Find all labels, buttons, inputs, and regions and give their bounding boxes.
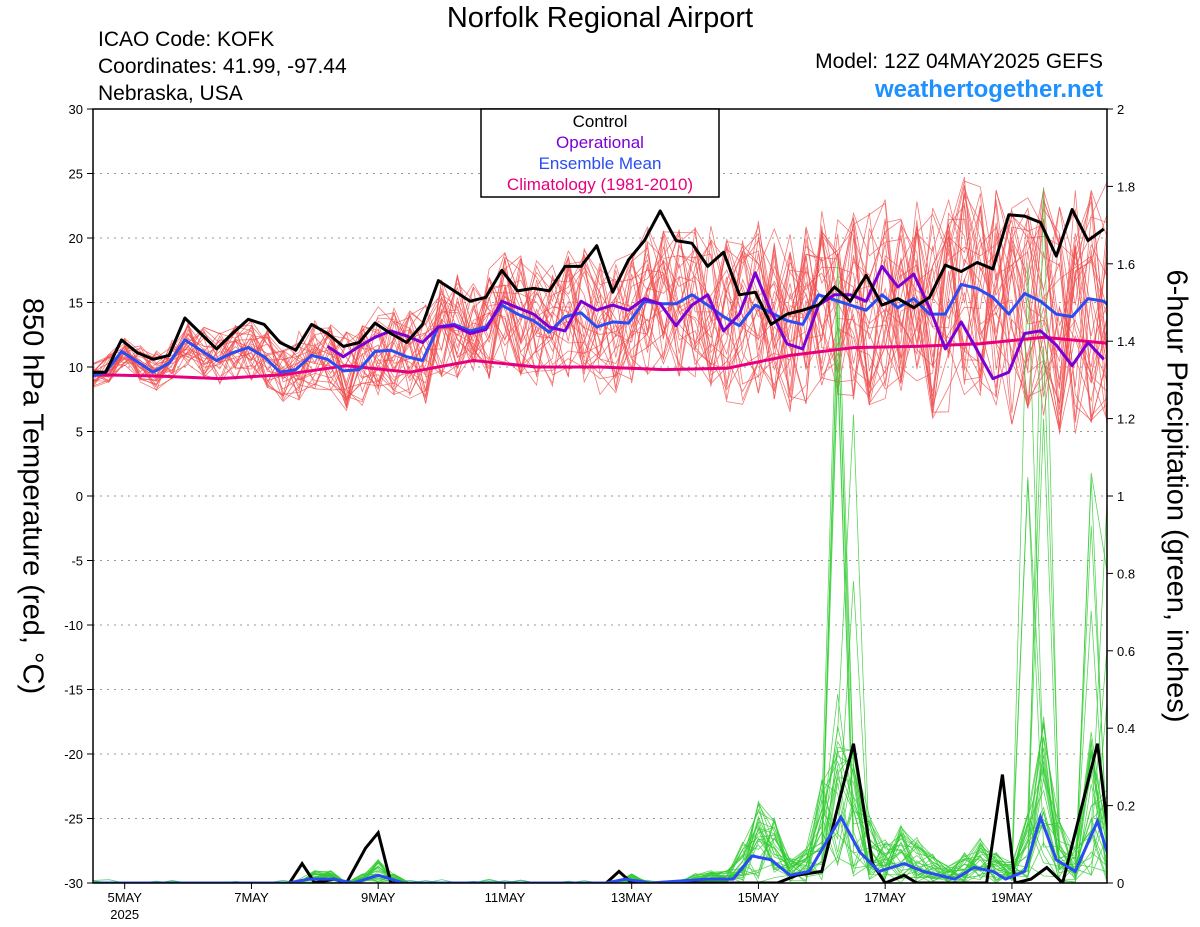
y-tick-label-left: -10: [64, 618, 83, 633]
precip-member-line: [93, 477, 1107, 883]
temperature-member-line: [93, 200, 1107, 425]
precip-member-line: [93, 359, 1107, 883]
y-tick-label-right: 2: [1117, 102, 1124, 117]
y-tick-label-right: 1: [1117, 489, 1124, 504]
y-tick-label-left: -15: [64, 683, 83, 698]
legend-entry: Climatology (1981-2010): [507, 175, 693, 194]
precip-member-line: [93, 317, 1107, 883]
x-tick-label: 19MAY: [991, 890, 1033, 905]
precip-member-line: [93, 525, 1107, 883]
y-tick-label-left: -5: [71, 554, 83, 569]
chart-title: Norfolk Regional Airport: [446, 2, 754, 34]
y-tick-label-left: 5: [76, 425, 83, 440]
precip-member-line: [93, 746, 1107, 883]
y-tick-label-left: -25: [64, 812, 83, 827]
y-tick-label-right: 0: [1117, 876, 1124, 891]
y-tick-label-right: 1.8: [1117, 179, 1135, 194]
x-tick-label: 5MAY: [107, 890, 142, 905]
temperature-member-line: [93, 202, 1107, 413]
y-tick-label-left: 20: [69, 231, 83, 246]
temperature-member-line: [93, 198, 1107, 425]
precip-member-line: [93, 726, 1107, 883]
precip-member-line: [93, 374, 1107, 883]
y-tick-label-right: 0.8: [1117, 566, 1135, 581]
x-tick-label: 17MAY: [864, 890, 906, 905]
temperature-line-ensemble-mean: [93, 282, 1107, 378]
x-tick-label: 13MAY: [611, 890, 653, 905]
precip-line-ensemble-mean: [93, 812, 1107, 883]
precip-member-line: [93, 749, 1107, 883]
legend-entry: Control: [573, 112, 628, 131]
y-tick-label-right: 1.4: [1117, 334, 1135, 349]
temperature-line-control: [93, 208, 1105, 374]
legend: Control Operational Ensemble Mean Climatolo…: [480, 108, 720, 198]
legend-entry: Operational: [556, 133, 644, 152]
y-tick-label-right: 1.2: [1117, 412, 1135, 427]
temperature-member-line: [93, 190, 1107, 414]
precip-member-line: [93, 303, 1107, 883]
precip-member-line: [93, 776, 1107, 883]
x-tick-label: 11MAY: [485, 890, 526, 905]
temperature-member-line: [93, 185, 1107, 420]
y-tick-label-right: 0.6: [1117, 644, 1135, 659]
precip-member-line: [93, 801, 1107, 883]
y-tick-label-left: 10: [69, 360, 83, 375]
temperature-line-operational: [326, 264, 1105, 381]
precip-member-line: [93, 414, 1107, 883]
x-tick-label: 9MAY: [361, 890, 396, 905]
axes: 302520151050-5-10-15-20-25-3021.81.61.41…: [64, 102, 1135, 922]
y-tick-label-right: 1.6: [1117, 257, 1135, 272]
y-tick-label-right: 0.4: [1117, 721, 1135, 736]
precip-member-line: [93, 610, 1107, 883]
x-tick-label: 7MAY: [234, 890, 269, 905]
y-tick-label-left: 0: [76, 489, 83, 504]
temperature-member-line: [93, 186, 1107, 432]
y-tick-label-left: -20: [64, 747, 83, 762]
precip-member-line: [93, 346, 1107, 883]
y-tick-label-right: 0.2: [1117, 799, 1135, 814]
temperature-line-climatology-1981-2010-: [93, 335, 1107, 381]
year-label: 2025: [110, 907, 139, 922]
precip-member-line: [93, 477, 1107, 883]
precip-member-line: [93, 724, 1107, 883]
precip-lines: [93, 187, 1107, 883]
temperature-member-line: [93, 199, 1107, 407]
precip-member-line: [93, 472, 1107, 883]
precip-member-line: [93, 722, 1107, 883]
y-tick-label-left: -30: [64, 876, 83, 891]
icao-code: ICAO Code: KOFK: [98, 28, 275, 51]
y-tick-label-left: 15: [69, 296, 83, 311]
y-tick-label-left: 25: [69, 167, 83, 182]
temperature-lines: [93, 208, 1107, 381]
precip-member-line: [93, 724, 1107, 883]
precip-member-line: [93, 418, 1107, 883]
precip-member-line: [93, 701, 1107, 883]
temperature-member-line: [93, 191, 1107, 424]
legend-entry: Ensemble Mean: [539, 154, 662, 173]
legend-box: [480, 108, 720, 198]
y-tick-label-left: 30: [69, 102, 83, 117]
site-link[interactable]: weathertogether.net: [874, 76, 1103, 103]
x-tick-label: 15MAY: [738, 890, 780, 905]
temperature-member-line: [93, 197, 1107, 405]
precip-member-line: [93, 262, 1107, 883]
precip-member-line: [93, 693, 1107, 883]
coordinates: Coordinates: 41.99, -97.44: [98, 55, 347, 78]
precip-member-line: [93, 500, 1107, 883]
ensemble-members: [93, 176, 1107, 435]
region: Nebraska, USA: [98, 82, 243, 105]
model-run: Model: 12Z 04MAY2025 GEFS: [815, 50, 1103, 73]
